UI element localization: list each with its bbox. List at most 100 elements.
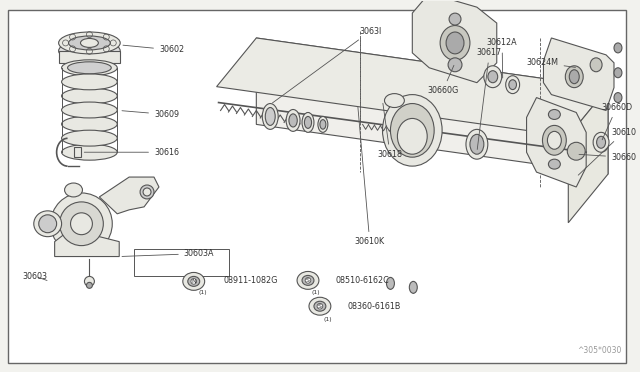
Ellipse shape [60, 202, 103, 246]
Text: 30603: 30603 [23, 272, 48, 281]
Ellipse shape [614, 68, 622, 78]
Ellipse shape [565, 66, 583, 88]
Polygon shape [99, 177, 159, 214]
Ellipse shape [506, 76, 520, 94]
Text: (1): (1) [312, 290, 320, 295]
Text: 08510-6162C: 08510-6162C [336, 276, 390, 285]
Ellipse shape [68, 36, 110, 50]
Ellipse shape [570, 70, 579, 84]
Ellipse shape [309, 297, 331, 315]
Polygon shape [412, 0, 497, 83]
Ellipse shape [61, 102, 117, 118]
Ellipse shape [286, 109, 300, 131]
Ellipse shape [543, 125, 566, 155]
Ellipse shape [68, 62, 111, 74]
Polygon shape [59, 51, 120, 63]
Ellipse shape [51, 193, 112, 254]
Text: 30616: 30616 [84, 148, 179, 157]
Text: (1): (1) [198, 290, 207, 295]
Ellipse shape [86, 282, 92, 288]
Ellipse shape [61, 116, 117, 132]
Ellipse shape [614, 93, 622, 103]
Text: 08360-6161B: 08360-6161B [348, 302, 401, 311]
Text: 08911-1082G: 08911-1082G [223, 276, 278, 285]
Text: 30660: 30660 [579, 153, 636, 162]
Text: ^305*0030: ^305*0030 [577, 346, 622, 355]
Ellipse shape [34, 211, 61, 237]
Ellipse shape [61, 60, 117, 76]
Ellipse shape [387, 278, 394, 289]
Ellipse shape [289, 114, 297, 127]
Ellipse shape [262, 103, 278, 129]
Ellipse shape [449, 13, 461, 25]
Ellipse shape [81, 38, 99, 47]
Ellipse shape [470, 134, 484, 154]
Ellipse shape [302, 112, 314, 132]
Ellipse shape [314, 301, 326, 311]
Ellipse shape [320, 120, 326, 129]
Bar [74, 147, 81, 157]
Polygon shape [257, 38, 608, 174]
Ellipse shape [61, 144, 117, 160]
Ellipse shape [440, 26, 470, 60]
Text: 30617: 30617 [477, 48, 502, 150]
Ellipse shape [39, 215, 56, 233]
Ellipse shape [302, 275, 314, 285]
Text: 3063I: 3063I [273, 26, 382, 103]
Ellipse shape [547, 131, 561, 149]
Ellipse shape [593, 132, 609, 152]
Ellipse shape [390, 103, 434, 157]
Ellipse shape [140, 185, 154, 199]
Text: 30660D: 30660D [601, 103, 632, 140]
Polygon shape [527, 97, 586, 187]
Text: 30609: 30609 [122, 110, 179, 119]
Text: 30602: 30602 [123, 45, 184, 54]
Text: S: S [318, 304, 322, 309]
Ellipse shape [318, 116, 328, 132]
Text: 30603A: 30603A [122, 249, 214, 258]
Ellipse shape [61, 88, 117, 104]
Ellipse shape [143, 188, 151, 196]
Ellipse shape [446, 32, 464, 54]
Text: N: N [191, 279, 196, 284]
Ellipse shape [448, 58, 462, 72]
Text: (1): (1) [324, 317, 332, 322]
Ellipse shape [548, 159, 561, 169]
Bar [134, 248, 228, 276]
Ellipse shape [84, 276, 94, 286]
Ellipse shape [567, 142, 585, 160]
Ellipse shape [188, 276, 200, 286]
Ellipse shape [410, 281, 417, 293]
Ellipse shape [466, 129, 488, 159]
Polygon shape [54, 232, 119, 257]
Ellipse shape [397, 118, 428, 154]
Polygon shape [543, 38, 614, 110]
Polygon shape [216, 38, 608, 136]
Ellipse shape [183, 272, 205, 290]
Ellipse shape [596, 136, 605, 148]
Ellipse shape [614, 43, 622, 53]
Ellipse shape [590, 58, 602, 72]
Ellipse shape [548, 109, 561, 119]
Ellipse shape [383, 94, 442, 166]
Text: 30618: 30618 [378, 103, 403, 159]
Polygon shape [568, 88, 608, 223]
Ellipse shape [61, 74, 117, 90]
Ellipse shape [59, 40, 120, 62]
Ellipse shape [509, 80, 516, 90]
Text: 30624M: 30624M [527, 58, 575, 67]
Ellipse shape [305, 116, 312, 128]
Text: 30610K: 30610K [355, 107, 385, 246]
Ellipse shape [59, 32, 120, 54]
Ellipse shape [265, 108, 275, 125]
Ellipse shape [70, 213, 92, 235]
Ellipse shape [65, 183, 83, 197]
Ellipse shape [385, 94, 404, 108]
Text: 30610: 30610 [579, 128, 636, 175]
Ellipse shape [297, 272, 319, 289]
Ellipse shape [484, 66, 502, 88]
Text: 30660G: 30660G [428, 65, 458, 95]
Ellipse shape [488, 71, 498, 83]
Text: 30612A: 30612A [487, 38, 518, 78]
Ellipse shape [61, 130, 117, 146]
